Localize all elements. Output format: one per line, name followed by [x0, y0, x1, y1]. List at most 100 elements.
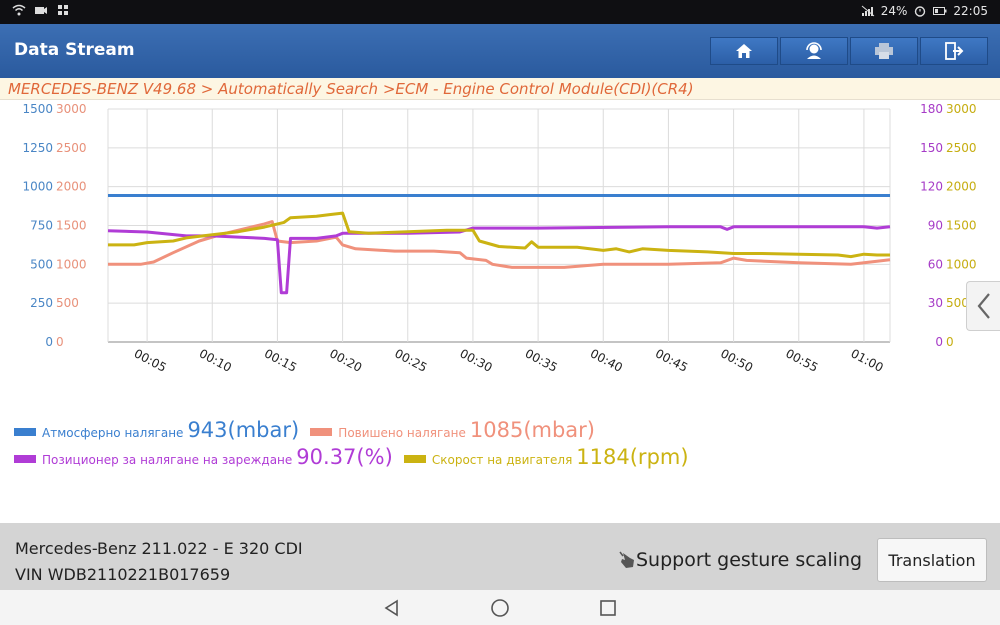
vehicle-vin: VIN WDB2110221B017659	[15, 565, 231, 584]
back-icon	[384, 599, 398, 617]
legend-value: 1085(mbar)	[469, 418, 595, 442]
y-tick-left-secondary: 2000	[56, 180, 87, 194]
legend-item-boost-pressure: Повишено налягане 1085(mbar)	[310, 420, 595, 441]
camera-icon	[35, 7, 47, 14]
y-tick-left-secondary: 1500	[56, 219, 87, 233]
y-tick-left-secondary: 0	[56, 335, 64, 349]
series-line-2	[107, 225, 891, 295]
y-tick-left-primary: 1500	[22, 102, 53, 116]
legend-name: Скорост на двигателя	[431, 453, 573, 467]
battery-icon	[933, 7, 947, 15]
support-button[interactable]	[780, 37, 848, 65]
legend-name: Позиционер за налягане на зареждане	[42, 453, 293, 467]
y-tick-right-primary: 90	[928, 219, 943, 233]
legend-name: Повишено налягане	[338, 426, 466, 440]
legend-swatch	[403, 455, 426, 463]
x-tick-label: 00:35	[523, 346, 560, 375]
x-tick-label: 00:20	[327, 346, 364, 375]
legend-value: 1184(rpm)	[576, 445, 689, 469]
y-tick-right-secondary: 0	[946, 335, 954, 349]
x-tick-label: 00:05	[132, 346, 169, 375]
chart-svg: 00:05 00:10 00:15 00:20 00:25 00:30 00:35 00:40…	[22, 102, 976, 375]
legend-item-atmospheric-pressure: Атмосферно налягане 943(mbar)	[14, 420, 299, 441]
chart-legend: Атмосферно налягане 943(mbar) Повишено н…	[14, 420, 986, 468]
chart-series	[107, 194, 891, 295]
y-tick-left-primary: 1000	[22, 180, 53, 194]
signal-off-icon	[861, 5, 875, 17]
y-tick-left-secondary: 500	[56, 296, 79, 310]
legend-item-engine-speed: Скорост на двигателя 1184(rpm)	[403, 445, 689, 469]
y-tick-right-primary: 30	[928, 296, 943, 310]
home-icon	[736, 44, 752, 58]
print-icon	[875, 43, 893, 59]
y-tick-right-secondary: 500	[946, 296, 969, 310]
legend-swatch	[14, 455, 36, 463]
exit-button[interactable]	[920, 37, 988, 65]
data-stream-chart[interactable]: 00:05 00:10 00:15 00:20 00:25 00:30 00:35 00:40…	[0, 100, 1000, 385]
y-tick-right-primary: 150	[920, 141, 943, 155]
gesture-scaling-hint: Support gesture scaling	[618, 549, 862, 571]
legend-swatch	[310, 428, 333, 436]
x-tick-label: 00:55	[783, 346, 820, 375]
legend-value: 943(mbar)	[187, 418, 300, 442]
legend-item-boost-positioner: Позиционер за налягане на зареждане 90.3…	[14, 447, 393, 468]
recents-button[interactable]	[596, 596, 620, 620]
battery-percent: 24%	[880, 4, 908, 18]
y-tick-left-primary: 250	[30, 296, 53, 310]
recents-icon	[600, 600, 616, 616]
grid-icon	[58, 5, 68, 15]
x-tick-label: 01:00	[849, 346, 886, 375]
y-tick-right-secondary: 2500	[946, 141, 977, 155]
legend-swatch	[14, 428, 36, 436]
page-title: Data Stream	[14, 40, 135, 60]
print-button[interactable]	[850, 37, 918, 65]
y-tick-right-primary: 60	[928, 257, 943, 271]
x-tick-label: 00:30	[458, 346, 495, 375]
vehicle-footer: Mercedes-Benz 211.022 - E 320 CDI VIN WD…	[0, 523, 1000, 590]
translation-button[interactable]: Translation	[877, 538, 987, 582]
status-right: 24% 22:05	[861, 4, 988, 18]
breadcrumb: MERCEDES-BENZ V49.68 > Automatically Sea…	[0, 78, 1000, 100]
legend-name: Атмосферно налягане	[42, 426, 184, 440]
y-tick-left-secondary: 1000	[56, 257, 87, 271]
exit-icon	[945, 42, 964, 60]
y-tick-right-secondary: 1000	[946, 257, 977, 271]
app-header: Data Stream	[0, 24, 1000, 78]
chevron-left-icon	[977, 293, 990, 319]
x-tick-label: 00:10	[197, 346, 234, 375]
legend-value: 90.37(%)	[296, 445, 393, 469]
gesture-text: Support gesture scaling	[636, 549, 863, 571]
x-tick-label: 00:15	[262, 346, 299, 375]
hand-gesture-icon	[619, 551, 634, 568]
support-icon	[806, 42, 822, 59]
status-time: 22:05	[953, 4, 988, 18]
vehicle-model: Mercedes-Benz 211.022 - E 320 CDI	[15, 539, 303, 558]
home-button[interactable]	[710, 37, 778, 65]
x-tick-label: 00:40	[588, 346, 625, 375]
nav-home-button[interactable]	[488, 596, 512, 620]
series-line-3	[108, 211, 890, 259]
y-tick-right-primary: 180	[920, 102, 943, 116]
y-tick-right-secondary: 2000	[946, 180, 977, 194]
breadcrumb-text: MERCEDES-BENZ V49.68 > Automatically Sea…	[8, 80, 694, 98]
wifi-icon	[12, 4, 26, 16]
home-circle-icon	[491, 599, 509, 617]
system-nav-bar	[0, 590, 1000, 625]
x-tick-label: 00:50	[718, 346, 755, 375]
status-bar: 24% 22:05	[0, 0, 1000, 24]
y-tick-right-primary: 120	[920, 180, 943, 194]
y-tick-left-primary: 500	[30, 257, 53, 271]
status-left	[12, 4, 70, 16]
back-button[interactable]	[380, 596, 404, 620]
y-tick-right-secondary: 3000	[946, 102, 977, 116]
y-tick-right-secondary: 1500	[946, 219, 977, 233]
alarm-icon	[915, 6, 926, 17]
y-tick-left-primary: 750	[30, 219, 53, 233]
y-tick-left-primary: 1250	[22, 141, 53, 155]
x-tick-label: 00:25	[392, 346, 429, 375]
y-tick-left-secondary: 3000	[56, 102, 87, 116]
chart-ticks: 00:05 00:10 00:15 00:20 00:25 00:30 00:35 00:40…	[22, 102, 976, 375]
y-tick-right-primary: 0	[935, 335, 943, 349]
side-panel-toggle[interactable]	[966, 281, 1000, 331]
y-tick-left-secondary: 2500	[56, 141, 87, 155]
